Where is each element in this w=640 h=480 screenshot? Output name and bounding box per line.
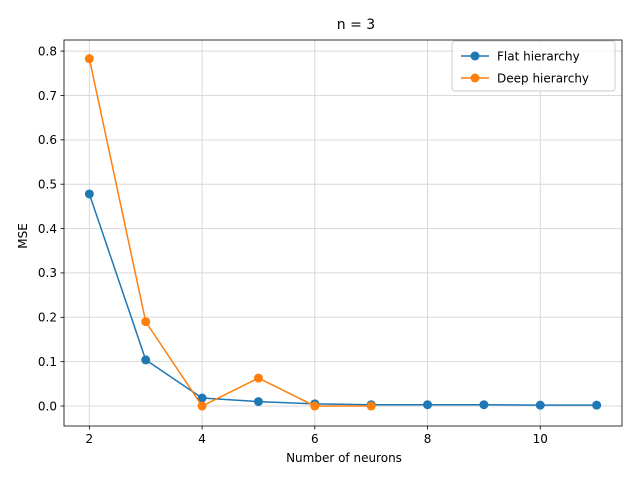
- y-tick-label: 0.5: [38, 177, 57, 191]
- x-tick-label: 4: [198, 432, 206, 446]
- data-point-deep-hierarchy: [253, 373, 263, 383]
- series-line-flat-hierarchy: [88, 193, 597, 406]
- x-tick-label: 6: [311, 432, 319, 446]
- y-tick-label: 0.2: [38, 311, 57, 325]
- data-point-deep-hierarchy: [197, 401, 207, 411]
- data-point-flat-hierarchy: [423, 400, 433, 410]
- legend-label-flat-hierarchy: Flat hierarchy: [497, 50, 580, 64]
- plot-series: [84, 54, 602, 411]
- legend-box: [451, 40, 616, 92]
- y-tick-label: 0.7: [38, 89, 57, 103]
- chart-title: n = 3: [337, 17, 375, 33]
- data-point-flat-hierarchy: [253, 397, 263, 407]
- plot-frame: [63, 39, 623, 427]
- x-tick-label: 10: [533, 432, 548, 446]
- data-point-flat-hierarchy: [197, 393, 207, 403]
- legend: Flat hierarchy Deep hierarchy: [451, 40, 616, 92]
- data-point-deep-hierarchy: [310, 401, 320, 411]
- data-point-deep-hierarchy: [366, 401, 376, 411]
- data-point-deep-hierarchy: [141, 317, 151, 327]
- data-point-flat-hierarchy: [84, 189, 94, 199]
- y-axis-label: MSE: [16, 223, 30, 249]
- data-point-flat-hierarchy: [535, 400, 545, 410]
- y-tick-label: 0.8: [38, 44, 57, 58]
- y-tick-label: 0.6: [38, 133, 57, 147]
- data-point-deep-hierarchy: [84, 54, 94, 64]
- series-line-deep-hierarchy: [88, 58, 372, 407]
- legend-label-deep-hierarchy: Deep hierarchy: [497, 72, 589, 86]
- legend-entry-deep-hierarchy: Deep hierarchy: [461, 72, 589, 86]
- data-point-flat-hierarchy: [592, 400, 602, 410]
- legend-marker-deep-hierarchy: [470, 73, 480, 83]
- grid: [64, 40, 622, 426]
- axis-ticks: 2 4 6 8 10 0.0 0.1 0.2 0.3 0.4 0.5 0.6 0.7 0.8: [38, 44, 548, 446]
- x-tick-label: 2: [86, 432, 94, 446]
- x-tick-label: 8: [424, 432, 432, 446]
- y-tick-label: 0.0: [38, 399, 57, 413]
- x-axis-label: Number of neurons: [286, 451, 402, 465]
- y-tick-label: 0.1: [38, 355, 57, 369]
- data-point-flat-hierarchy: [141, 355, 151, 365]
- legend-entry-flat-hierarchy: Flat hierarchy: [461, 50, 580, 64]
- y-tick-label: 0.4: [38, 222, 57, 236]
- data-point-flat-hierarchy: [479, 400, 489, 410]
- y-tick-label: 0.3: [38, 266, 57, 280]
- legend-marker-flat-hierarchy: [470, 51, 480, 61]
